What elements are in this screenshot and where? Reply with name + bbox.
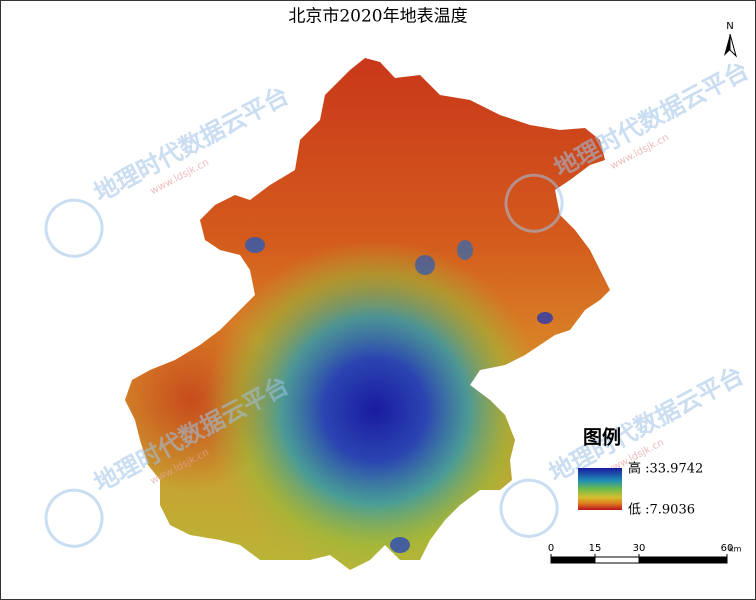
temperature-raster <box>125 58 610 570</box>
watermark-logo <box>44 198 104 258</box>
scale-label: 60 <box>721 543 734 554</box>
map-title: 北京市2020年地表温度 <box>288 7 467 27</box>
watermark-logo <box>44 488 104 548</box>
watermark-logo <box>504 173 564 233</box>
scale-label: 15 <box>589 543 602 554</box>
legend-ramp <box>578 468 622 510</box>
scale-label: 30 <box>633 543 646 554</box>
scale-label: 0 <box>548 543 554 554</box>
watermark-name: 地理时代数据云平台 <box>89 81 293 207</box>
legend: 图例 高 :33.9742 低 :7.9036 <box>578 426 703 518</box>
scale-segment <box>550 556 596 564</box>
scale-segment <box>638 556 728 564</box>
legend-low: 低 :7.9036 <box>628 503 695 518</box>
scale-unit: km <box>729 545 742 554</box>
watermark-name: 地理时代数据云平台 <box>549 56 753 182</box>
north-label: N <box>726 21 733 32</box>
scale-segment <box>594 556 640 564</box>
north-arrow: N <box>724 21 737 58</box>
watermark-logo <box>499 478 559 538</box>
legend-high: 高 :33.9742 <box>628 461 703 477</box>
legend-title: 图例 <box>583 426 621 449</box>
